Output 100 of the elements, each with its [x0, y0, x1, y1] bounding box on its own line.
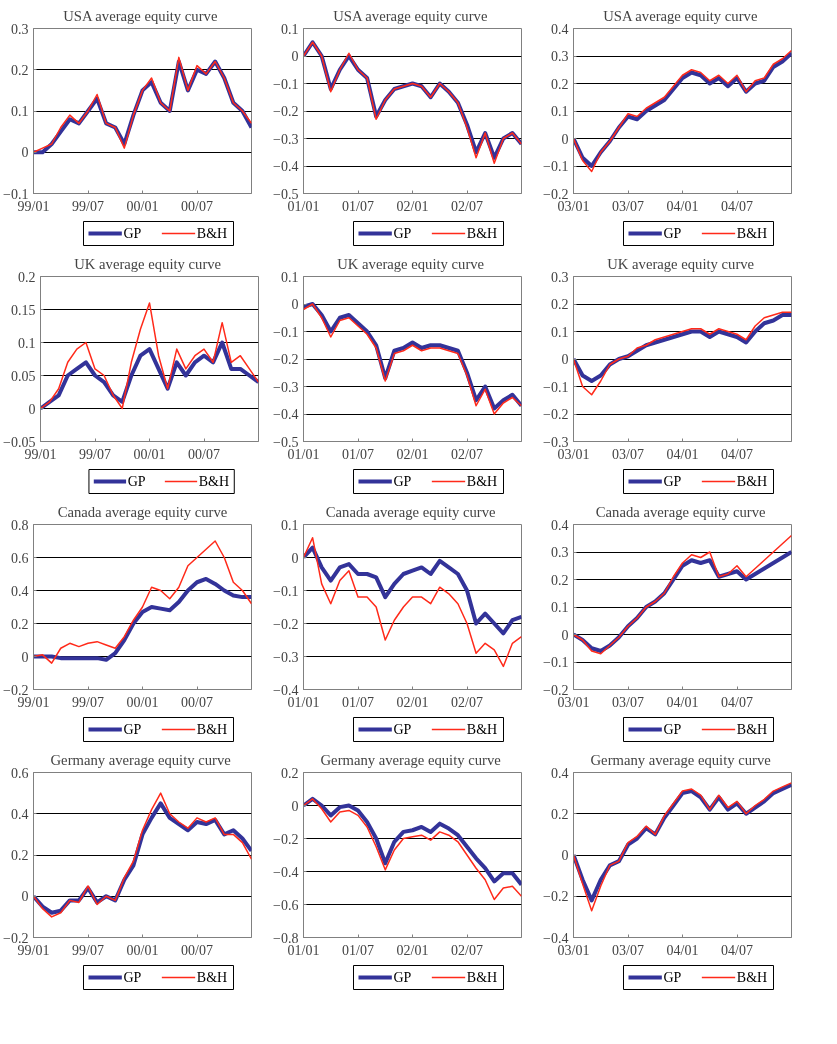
x-tick-label: 99/07: [72, 694, 104, 710]
y-tick-label: 0.2: [11, 616, 29, 632]
x-tick-label: 00/01: [126, 198, 159, 214]
legend-label: GP: [123, 226, 142, 241]
y-tick-label: 0: [561, 848, 569, 863]
y-tick-label: 0.3: [551, 269, 569, 285]
y-tick-label: 0.6: [11, 550, 29, 566]
x-tick-label: 04/01: [666, 694, 699, 710]
y-tick-label: −0.3: [273, 649, 299, 665]
y-tick-label: 0.1: [18, 335, 36, 351]
chart-title: UK average equity curve: [607, 255, 755, 272]
y-tick-label: 0.1: [281, 517, 299, 533]
y-tick-label: 0.2: [11, 848, 29, 863]
y-tick-label: 0: [28, 401, 36, 417]
legend-label: B&H: [736, 970, 768, 985]
x-tick-label: 02/07: [451, 198, 483, 214]
chart-title: Germany average equity curve: [50, 751, 231, 768]
legend-label: B&H: [466, 722, 498, 737]
y-tick-label: 0.4: [11, 583, 29, 599]
y-tick-label: 0: [21, 889, 29, 905]
legend-label: B&H: [466, 474, 498, 489]
y-tick-label: 0.1: [281, 269, 299, 285]
x-tick-label: 00/01: [126, 942, 159, 958]
y-tick-label: −0.1: [273, 324, 299, 340]
y-tick-label: 0.2: [551, 297, 569, 312]
y-tick-label: 0.2: [18, 269, 36, 285]
x-tick-label: 02/01: [396, 942, 429, 958]
y-tick-label: −0.3: [273, 131, 299, 147]
x-tick-label: 04/07: [721, 446, 753, 462]
y-tick-label: −0.1: [273, 76, 299, 92]
x-tick-label: 04/01: [666, 198, 699, 214]
y-tick-label: 0.1: [281, 21, 299, 37]
legend-label: GP: [123, 722, 142, 737]
x-tick-label: 00/07: [181, 198, 213, 214]
legend-label: GP: [663, 474, 682, 489]
y-tick-label: −0.6: [273, 897, 299, 913]
x-tick-label: 01/07: [342, 198, 374, 214]
y-tick-label: 0.2: [551, 806, 569, 822]
y-tick-label: −0.2: [273, 352, 299, 367]
chart-title: USA average equity curve: [63, 7, 218, 24]
y-tick-label: 0.2: [281, 765, 299, 781]
y-tick-label: 0.2: [11, 62, 29, 78]
y-tick-label: 0.05: [11, 368, 36, 384]
chart-title: Canada average equity curve: [57, 503, 228, 520]
y-tick-label: −0.1: [273, 583, 299, 599]
y-tick-label: 0.3: [551, 49, 569, 64]
x-tick-label: 01/07: [342, 942, 374, 958]
y-tick-label: −0.2: [273, 104, 299, 119]
y-tick-label: −0.3: [273, 379, 299, 395]
y-tick-label: 0: [561, 627, 569, 643]
legend-label: GP: [393, 970, 412, 985]
y-tick-label: 0: [21, 649, 29, 665]
x-tick-label: 01/07: [342, 694, 374, 710]
legend-label: B&H: [466, 970, 498, 985]
x-tick-label: 00/07: [181, 942, 213, 958]
chart-title: Germany average equity curve: [590, 751, 771, 768]
y-tick-label: −0.1: [543, 655, 569, 670]
y-tick-label: 0.15: [11, 302, 36, 318]
x-tick-label: 00/01: [133, 446, 166, 462]
x-tick-label: 04/01: [666, 446, 699, 462]
legend-label: GP: [393, 474, 412, 489]
y-tick-label: 0: [291, 49, 299, 64]
legend-label: GP: [123, 970, 142, 985]
x-tick-label: 03/07: [612, 446, 644, 462]
chart-title: Canada average equity curve: [325, 503, 496, 520]
x-tick-label: 02/01: [396, 694, 429, 710]
legend-label: GP: [663, 970, 682, 985]
y-tick-label: 0: [291, 798, 299, 814]
y-tick-label: 0.2: [551, 572, 569, 588]
legend-label: B&H: [466, 226, 498, 241]
x-tick-label: 02/01: [396, 198, 429, 214]
legend-label: B&H: [736, 226, 768, 241]
x-tick-label: 02/07: [451, 942, 483, 958]
chart-title: UK average equity curve: [74, 255, 222, 272]
y-tick-label: 0: [21, 145, 29, 161]
y-tick-label: 0.3: [11, 21, 29, 37]
y-tick-label: −0.2: [543, 407, 569, 422]
y-tick-label: 0: [291, 550, 299, 566]
x-tick-label: 03/07: [612, 198, 644, 214]
legend-label: GP: [663, 226, 682, 241]
chart-title: UK average equity curve: [337, 255, 485, 272]
x-tick-label: 02/07: [451, 446, 483, 462]
x-tick-label: 04/07: [721, 942, 753, 958]
x-tick-label: 00/07: [188, 446, 220, 462]
legend-label: B&H: [196, 226, 228, 241]
x-tick-label: 00/01: [126, 694, 159, 710]
y-tick-label: 0: [291, 297, 299, 312]
x-tick-label: 02/01: [396, 446, 429, 462]
y-tick-label: 0.6: [11, 765, 29, 781]
chart-title: Canada average equity curve: [595, 503, 766, 520]
y-tick-label: 0.4: [551, 517, 569, 533]
y-tick-label: −0.1: [543, 379, 569, 395]
y-tick-label: 0.8: [11, 517, 29, 533]
legend-label: GP: [127, 474, 146, 489]
y-tick-label: 0.1: [551, 600, 569, 615]
y-tick-label: −0.1: [543, 159, 569, 174]
legend-label: GP: [663, 722, 682, 737]
y-tick-label: 0.1: [551, 324, 569, 340]
legend-label: B&H: [736, 722, 768, 737]
y-tick-label: 0.4: [551, 765, 569, 781]
